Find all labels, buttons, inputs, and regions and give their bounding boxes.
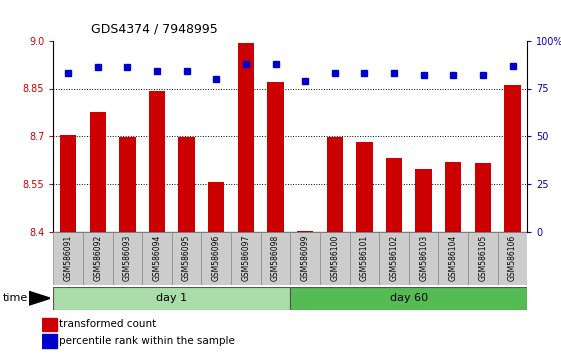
Bar <box>445 162 461 232</box>
Polygon shape <box>29 291 50 305</box>
Text: GSM586101: GSM586101 <box>360 235 369 281</box>
Bar <box>504 85 521 232</box>
Bar <box>416 169 432 232</box>
Bar <box>113 232 142 285</box>
Text: day 60: day 60 <box>390 293 428 303</box>
Text: GSM586100: GSM586100 <box>330 235 339 281</box>
Bar <box>261 232 291 285</box>
Text: day 1: day 1 <box>157 293 187 303</box>
Text: GSM586103: GSM586103 <box>419 235 428 281</box>
Bar <box>53 232 83 285</box>
Bar <box>83 232 113 285</box>
Text: GSM586091: GSM586091 <box>63 235 72 281</box>
Bar <box>350 232 379 285</box>
Bar <box>149 91 165 232</box>
Bar <box>498 232 527 285</box>
Bar <box>290 232 320 285</box>
Bar <box>42 318 57 331</box>
Bar <box>142 232 172 285</box>
Bar <box>208 182 224 232</box>
Bar <box>475 163 491 232</box>
Text: GDS4374 / 7948995: GDS4374 / 7948995 <box>91 22 218 35</box>
Text: transformed count: transformed count <box>59 319 157 329</box>
Text: GSM586105: GSM586105 <box>479 235 488 281</box>
Text: GSM586104: GSM586104 <box>449 235 458 281</box>
Bar <box>172 232 201 285</box>
Bar <box>297 231 313 232</box>
Text: GSM586094: GSM586094 <box>153 235 162 281</box>
Bar <box>386 158 402 232</box>
Bar <box>409 232 439 285</box>
Text: GSM586097: GSM586097 <box>241 235 250 281</box>
Bar <box>53 287 290 310</box>
Text: GSM586102: GSM586102 <box>389 235 398 281</box>
Bar <box>201 232 231 285</box>
Bar <box>42 334 57 348</box>
Bar <box>90 112 106 232</box>
Text: GSM586092: GSM586092 <box>93 235 102 281</box>
Bar <box>439 232 468 285</box>
Bar <box>268 82 284 232</box>
Bar <box>178 137 195 232</box>
Bar <box>320 232 350 285</box>
Bar <box>290 287 527 310</box>
Text: GSM586096: GSM586096 <box>211 235 220 281</box>
Text: GSM586106: GSM586106 <box>508 235 517 281</box>
Text: GSM586093: GSM586093 <box>123 235 132 281</box>
Bar <box>327 137 343 232</box>
Bar <box>238 43 254 232</box>
Bar <box>356 142 373 232</box>
Text: GSM586095: GSM586095 <box>182 235 191 281</box>
Text: percentile rank within the sample: percentile rank within the sample <box>59 336 235 346</box>
Bar <box>231 232 261 285</box>
Bar <box>379 232 409 285</box>
Bar <box>60 135 76 232</box>
Bar <box>119 137 136 232</box>
Text: GSM586098: GSM586098 <box>271 235 280 281</box>
Text: time: time <box>3 293 28 303</box>
Bar <box>468 232 498 285</box>
Text: GSM586099: GSM586099 <box>301 235 310 281</box>
